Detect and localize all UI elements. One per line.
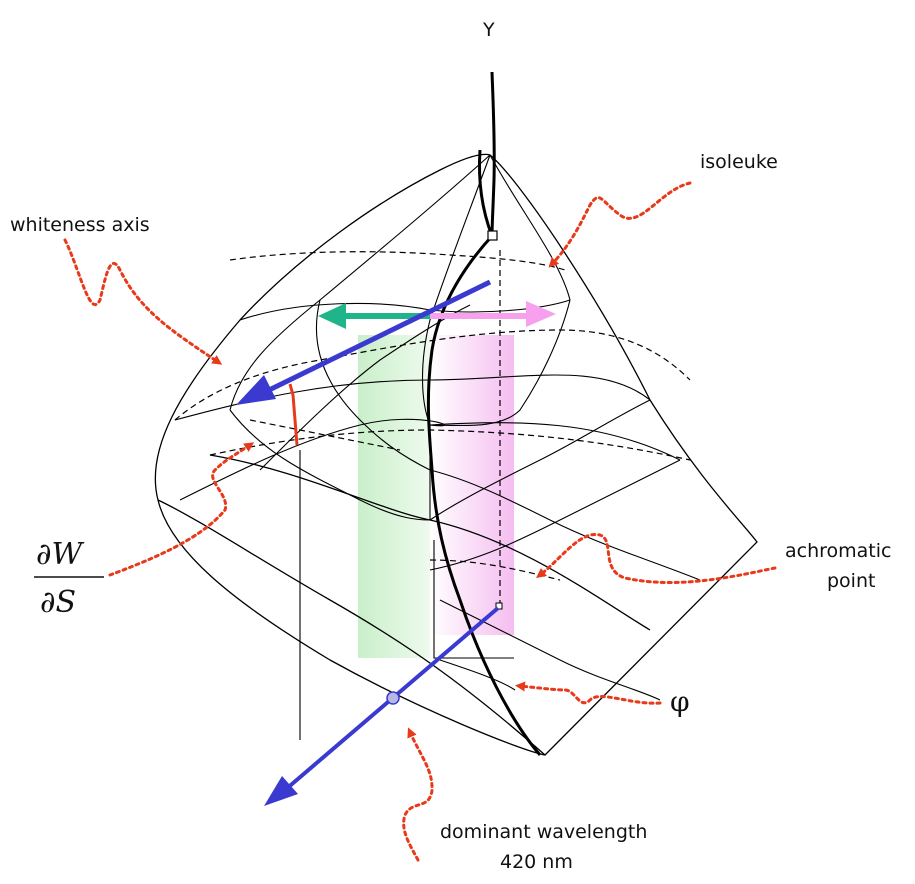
green-band <box>358 335 430 658</box>
partial-derivative-fraction: ∂W ∂S <box>34 537 104 620</box>
dominant-pointer <box>402 727 434 862</box>
phi-pointer <box>515 681 662 705</box>
top-marker <box>487 230 498 241</box>
wavelength-point <box>386 691 400 705</box>
whiteness-axis-label: whiteness axis <box>10 214 150 236</box>
isoleuke-label: isoleuke <box>700 151 778 173</box>
whiteness-axis-arrow <box>263 279 492 395</box>
pink-arrow-head <box>526 301 556 327</box>
achromatic-label-line2: point <box>827 570 875 592</box>
red-segment <box>288 383 299 446</box>
dominant-wavelength-label-line1: dominant wavelength <box>440 821 647 843</box>
achromatic-label-line1: achromatic <box>785 540 891 562</box>
achromatic-marker <box>495 602 503 610</box>
achromatic-pointer <box>536 533 777 584</box>
partial-denominator: ∂S <box>40 585 76 620</box>
partial-numerator: ∂W <box>36 537 85 572</box>
y-axis-label: Y <box>482 19 495 41</box>
partial-pointer <box>108 442 255 577</box>
dominant-wavelength-arrow-head <box>264 776 298 806</box>
isoleuke-pointer <box>548 181 692 268</box>
whiteness-pointer <box>63 238 223 365</box>
y-axis-line <box>426 71 542 756</box>
annotation-pointers <box>63 181 777 862</box>
phi-label: φ <box>670 685 690 718</box>
green-arrow-head <box>318 303 346 329</box>
dominant-wavelength-label-line2: 420 nm <box>500 851 573 873</box>
whiteness-axis-arrow-head <box>236 375 276 405</box>
